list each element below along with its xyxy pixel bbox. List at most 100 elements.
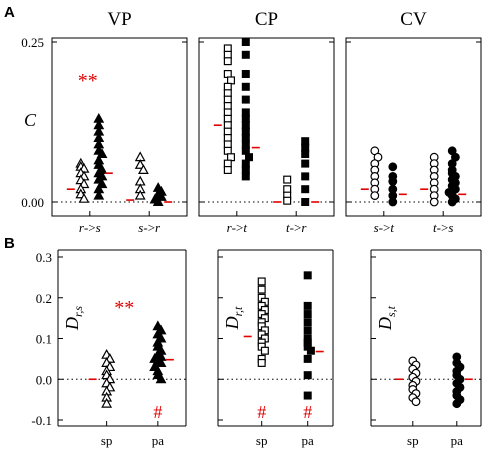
panel-d-rs: Dr,s sp pa # ** [57, 249, 187, 448]
data-point-filled [301, 185, 310, 194]
x-tick-label: r->s [79, 220, 101, 235]
row-b-charts: -0.1 0.0 0.1 0.2 0.3 Dr,s sp pa # ** Dr,t sp pa # # Ds,… [31, 249, 482, 448]
group-s-t: s->t [360, 146, 407, 235]
panel-cp: CP r->t t->r [198, 9, 335, 235]
data-point-filled [241, 95, 250, 104]
data-point-filled [303, 354, 312, 363]
data-point-filled [241, 159, 250, 168]
data-point-filled [303, 301, 312, 310]
x-tick-label: sp [407, 433, 419, 448]
data-point-open [370, 191, 380, 201]
panel-cv: CV s->t t->s [345, 9, 482, 235]
data-point-open [257, 358, 266, 367]
y-tick-label: 0.1 [36, 332, 52, 347]
data-point-filled [241, 108, 250, 117]
data-point-filled [241, 114, 250, 123]
panel-title: CP [255, 9, 278, 30]
y-tick-label: -0.1 [31, 413, 52, 428]
data-point-open [283, 185, 292, 194]
data-point-open [223, 69, 232, 78]
data-point-open [223, 134, 232, 143]
panel-label-b: B [4, 235, 15, 252]
x-tick-label: pa [152, 433, 165, 448]
x-tick-label: s->t [374, 220, 395, 235]
x-tick-label: pa [451, 433, 464, 448]
plot-frame [198, 37, 335, 217]
data-point-open [223, 44, 232, 53]
data-point-filled [301, 159, 310, 168]
data-point-filled [241, 172, 250, 181]
data-point-open [137, 164, 149, 174]
data-point-open [227, 153, 236, 162]
data-point-filled [241, 69, 250, 78]
data-point-filled [155, 357, 167, 367]
data-point-filled [241, 140, 250, 149]
data-point-filled [241, 121, 250, 130]
group-s-r: s->r [126, 151, 173, 235]
data-point-filled [388, 177, 398, 186]
data-point-filled [303, 391, 312, 400]
y-axis-label: C [24, 110, 37, 130]
panel-d-st: Ds,t sp pa [370, 249, 482, 448]
data-point-open [223, 95, 232, 104]
hash-marker-pa: # [153, 402, 162, 422]
data-point-filled [155, 373, 167, 384]
data-point-open [223, 166, 232, 175]
data-point-filled [241, 146, 250, 155]
data-point-filled [301, 198, 310, 207]
data-point-open [223, 50, 232, 59]
data-point-filled [303, 318, 312, 327]
data-point-filled [303, 371, 312, 380]
data-point-filled [303, 326, 312, 335]
data-point-open [223, 146, 232, 155]
significance-marker: ** [114, 297, 134, 319]
data-point-open [227, 76, 236, 85]
data-point-open [101, 397, 113, 408]
data-point-filled [301, 143, 310, 152]
group-t-s: t->s [420, 146, 467, 235]
row-a-charts: C 0.25 0.00 VP r->s ** s->r CP r->t t->r CV s->t t->… [21, 9, 482, 235]
hash-marker-sp: # [257, 402, 266, 422]
x-tick-label: pa [302, 433, 315, 448]
data-point-filled [245, 153, 254, 162]
data-point-filled [447, 197, 457, 207]
data-point-filled [241, 127, 250, 136]
data-point-open [260, 346, 269, 355]
data-point-open [223, 57, 232, 66]
data-point-filled [241, 134, 250, 143]
data-point-open [429, 197, 439, 207]
x-tick-label: r->t [227, 220, 248, 235]
x-tick-label: s->r [138, 220, 161, 235]
group-r-s: r->s ** [66, 70, 113, 235]
plot-frame [51, 37, 188, 217]
y-axis-label: Ds,t [375, 305, 398, 331]
data-point-filled [306, 346, 315, 355]
data-point-open [223, 82, 232, 91]
data-point-open [78, 192, 90, 203]
panel-title: VP [107, 9, 131, 30]
data-point-open [257, 285, 266, 294]
data-point-open [223, 101, 232, 110]
data-point-open [223, 140, 232, 149]
data-point-filled [241, 37, 250, 46]
data-point-open [223, 108, 232, 117]
data-point-filled [93, 189, 105, 200]
data-point-filled [388, 162, 398, 172]
group-t-r: t->r [273, 137, 320, 235]
y-tick-label: 0.2 [36, 291, 52, 306]
data-point-filled [241, 166, 250, 175]
data-point-filled [241, 50, 250, 59]
panel-vp: VP r->s ** s->r [51, 9, 188, 235]
data-point-open [223, 114, 232, 123]
data-point-open [283, 175, 292, 184]
y-tick-label: 0.25 [21, 35, 44, 50]
panel-d-rt: Dr,t sp pa # # [217, 249, 334, 448]
data-point-open [283, 196, 292, 205]
x-tick-label: t->r [286, 220, 307, 235]
data-point-open [411, 397, 421, 407]
y-tick-label: 0.0 [36, 372, 52, 387]
data-point-filled [301, 137, 310, 146]
panel-title: CV [400, 9, 427, 30]
y-tick-label: 0.00 [21, 195, 44, 210]
hash-marker-pa: # [303, 402, 312, 422]
